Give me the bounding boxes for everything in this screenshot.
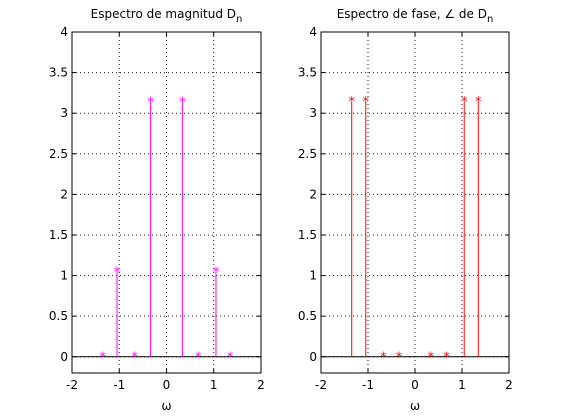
y-tick-label: 1 [60, 269, 68, 283]
x-tick-label: -1 [113, 378, 125, 392]
x-tick-label: 1 [210, 378, 218, 392]
x-tick-label: 2 [257, 378, 265, 392]
y-tick-label: 0 [60, 350, 68, 364]
y-tick-label: 2 [309, 187, 317, 201]
x-tick-label: -2 [66, 378, 78, 392]
y-tick-label: 2 [60, 187, 68, 201]
stem-marker: * [396, 350, 403, 365]
axes-box [320, 31, 510, 374]
x-tick-label: -2 [315, 378, 327, 392]
magnitude-spectrum-plot: -2 -1 0 1 2 0 0.5 1 1.5 2 2.5 3 3.5 4 * * * * * * * * Espectro… [49, 7, 265, 413]
x-axis-label: ω [410, 399, 420, 413]
x-axis-label: ω [161, 399, 171, 413]
stem-marker: * [100, 350, 107, 365]
axes-box [71, 31, 262, 374]
y-tick-label: 3 [309, 106, 317, 120]
stem-marker: * [380, 350, 387, 365]
y-tick-label: 2.5 [298, 147, 317, 161]
y-tick-label: 1.5 [298, 228, 317, 242]
y-tick-label: 1.5 [49, 228, 68, 242]
stem-marker: * [227, 350, 234, 365]
stem-marker: * [195, 350, 202, 365]
plot-title: Espectro de magnitud Dn [91, 7, 243, 25]
stem-marker: * [179, 95, 186, 110]
stem-marker: * [475, 95, 482, 110]
x-tick-label: 2 [505, 378, 513, 392]
phase-spectrum-plot: -2 -1 0 1 2 0 0.5 1 1.5 2 2.5 3 3.5 4 * * * * * * * * Espectro… [298, 7, 513, 413]
y-tick-label: 2.5 [49, 147, 68, 161]
plot-title: Espectro de fase, ∠ de Dn [337, 7, 494, 25]
y-tick-label: 0.5 [49, 309, 68, 323]
y-tick-label: 1 [309, 269, 317, 283]
stem-marker: * [428, 350, 435, 365]
stem-marker: * [443, 350, 450, 365]
stem-marker: * [131, 350, 138, 365]
x-tick-label: 0 [411, 378, 419, 392]
y-tick-label: 0.5 [298, 309, 317, 323]
stem-marker: * [461, 95, 468, 110]
y-tick-label: 4 [309, 25, 317, 39]
y-tick-label: 3 [60, 106, 68, 120]
stem-marker: * [147, 95, 154, 110]
stem-marker: * [363, 95, 370, 110]
y-tick-label: 3.5 [49, 66, 68, 80]
x-tick-label: 1 [458, 378, 466, 392]
y-tick-label: 3.5 [298, 66, 317, 80]
stem-marker: * [114, 265, 121, 280]
stem-marker: * [213, 265, 220, 280]
x-tick-label: -1 [362, 378, 374, 392]
stem-marker: * [348, 95, 355, 110]
y-tick-label: 4 [60, 25, 68, 39]
y-tick-label: 0 [309, 350, 317, 364]
x-tick-label: 0 [163, 378, 171, 392]
